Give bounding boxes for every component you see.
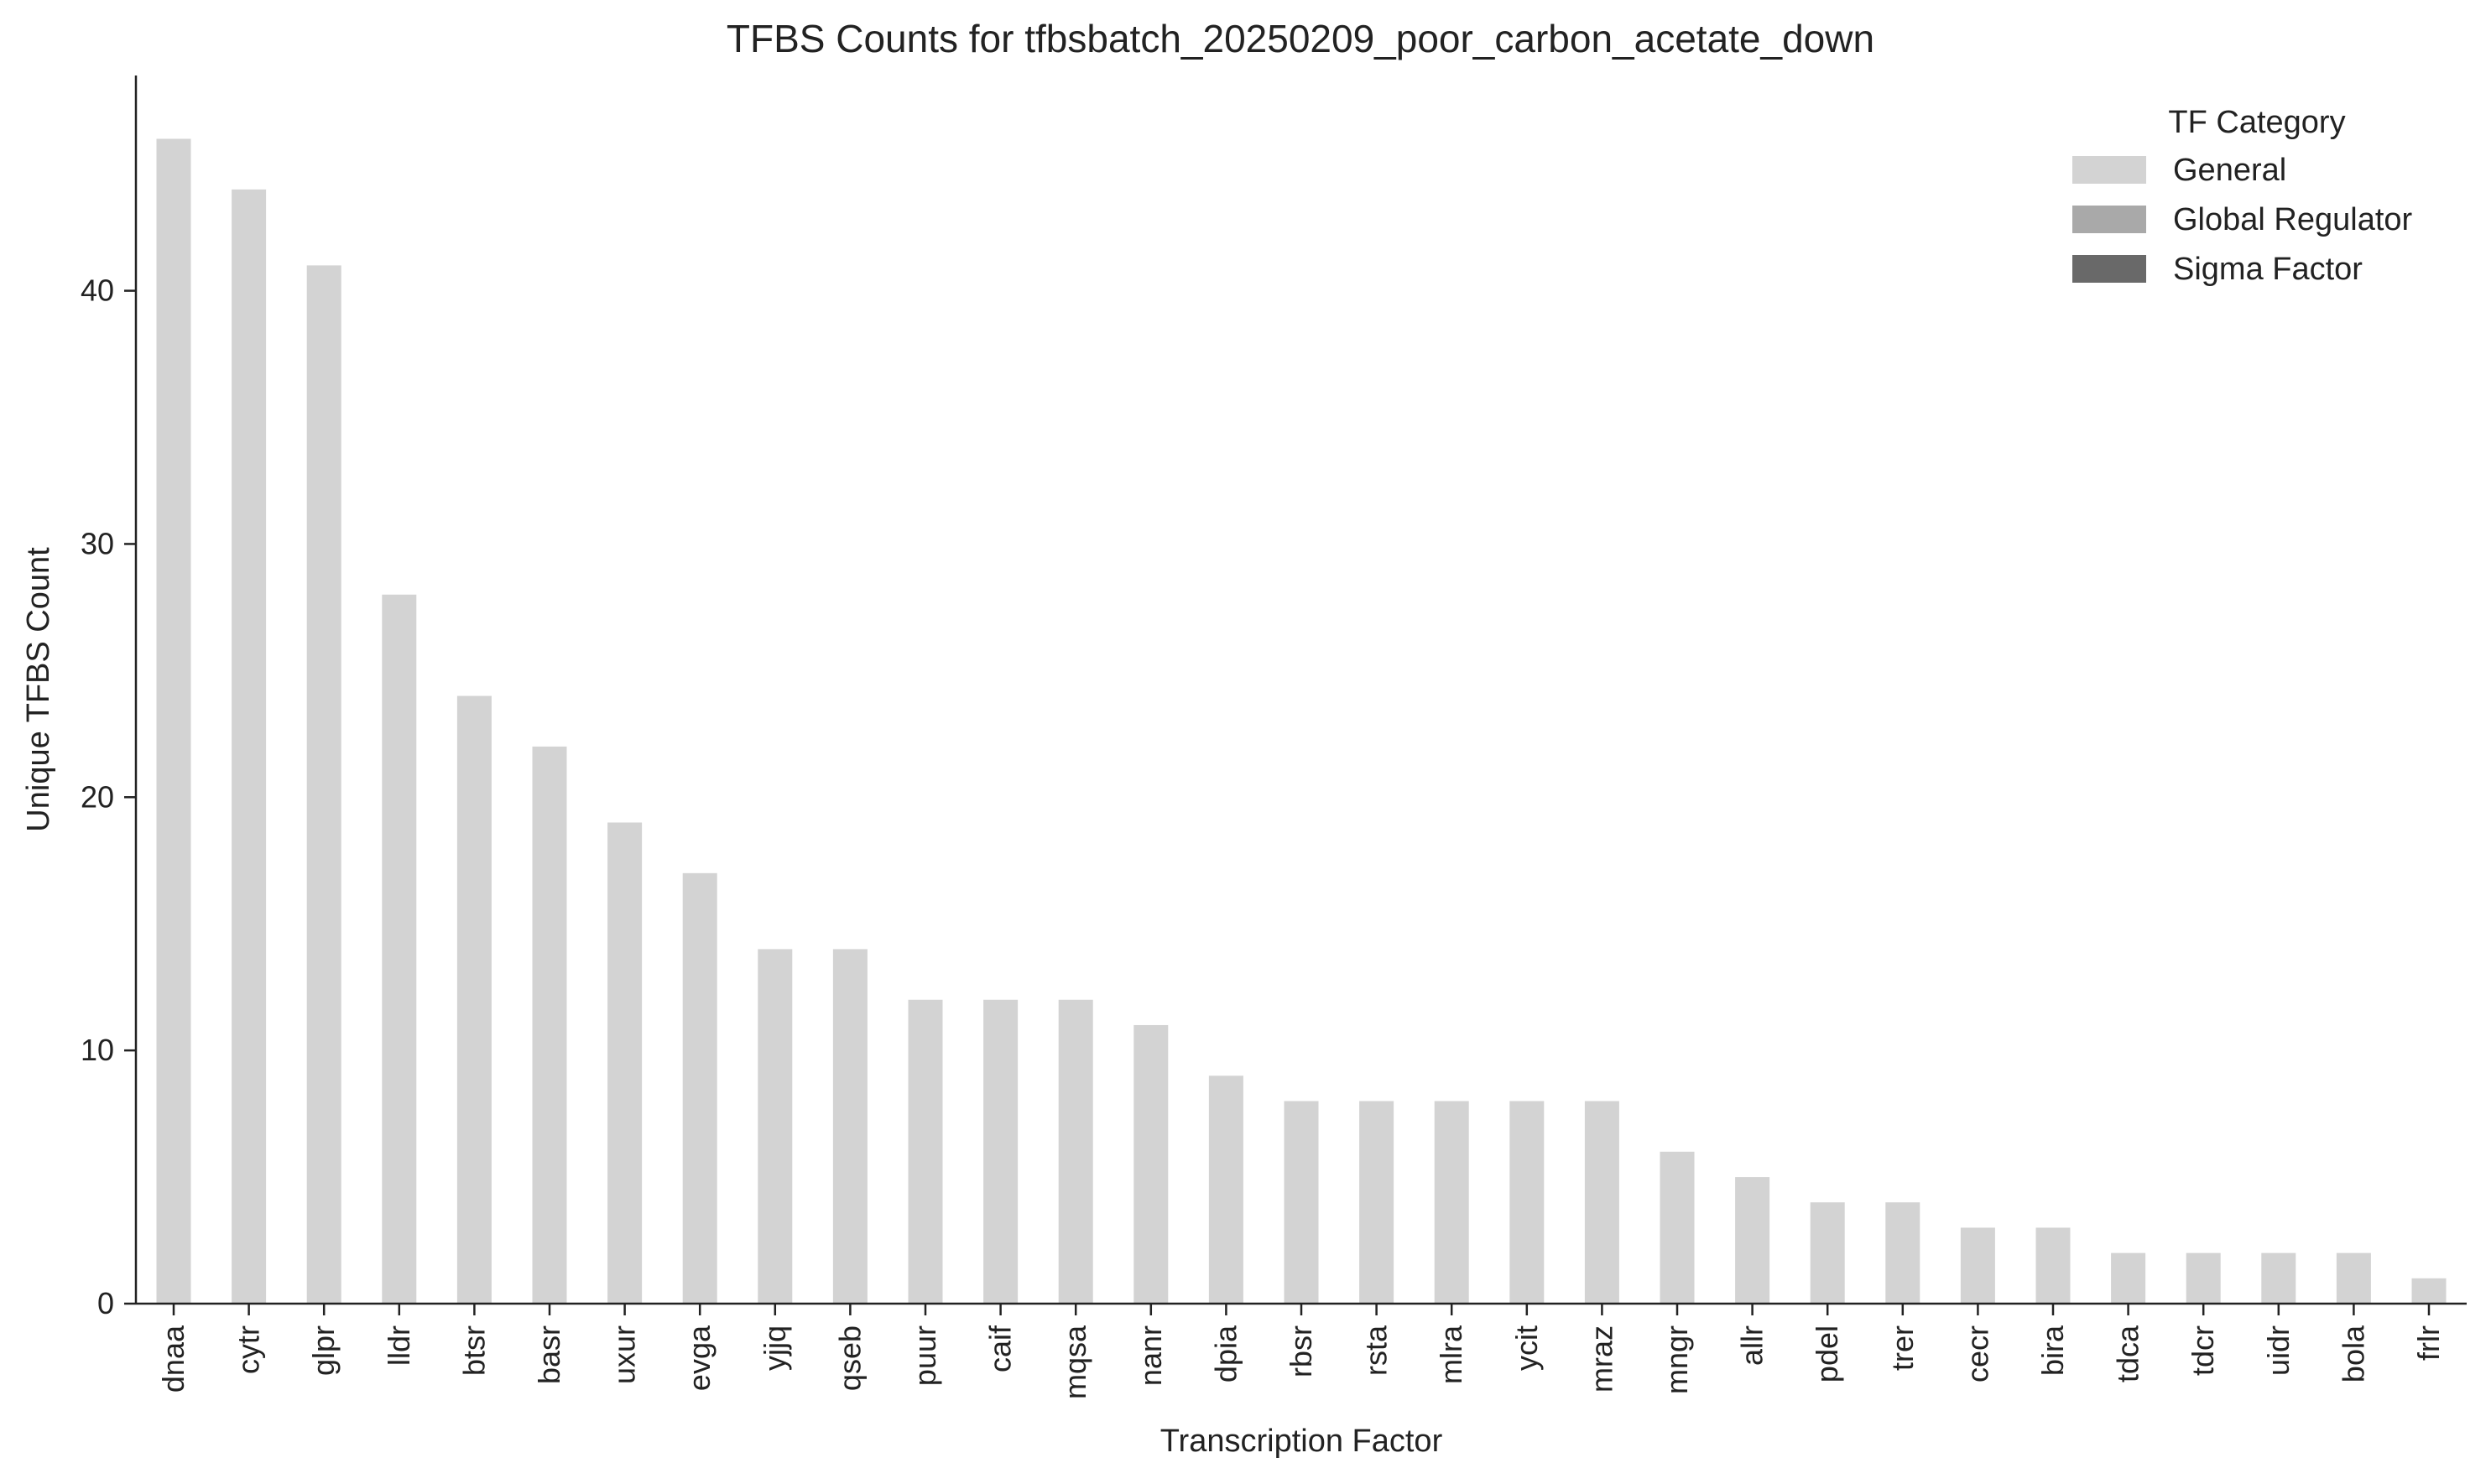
x-tick-label-dpia: dpia [1208,1325,1243,1382]
bar-mngr [1660,1151,1695,1304]
bar-qseb [832,949,868,1304]
x-tick-label-nanr: nanr [1133,1325,1168,1386]
x-tick-label-bira: bira [2035,1325,2070,1376]
bar-lldr [382,594,417,1304]
bar-btsr [456,695,492,1304]
x-tick-label-rbsr: rbsr [1284,1325,1318,1377]
y-tick-label: 40 [81,273,114,308]
y-axis-title: Unique TFBS Count [21,547,56,832]
y-tick-label: 20 [81,779,114,814]
x-tick-label-qseb: qseb [832,1325,867,1391]
x-tick-label-rsta: rsta [1359,1325,1394,1376]
plot-area: 0 10 20 30 40 dnaa cytr glpr lldr btsr basr uxur evg… [81,138,2447,1399]
x-tick-label-caif: caif [983,1325,1018,1372]
x-tick-label-mraz: mraz [1584,1325,1618,1393]
x-tick-label-frlr: frlr [2411,1325,2446,1361]
legend: TF Category General Global Regulator Sigma… [2072,105,2413,287]
bar-nanr [1133,1024,1169,1304]
bar-allr [1735,1177,1770,1304]
y-tick-label: 30 [81,526,114,560]
x-tick-label-tdcr: tdcr [2186,1325,2220,1376]
bar-puur [908,999,943,1304]
x-tick-label-basr: basr [532,1325,566,1384]
bar-yjjq [758,949,793,1304]
legend-label-global-regulator: Global Regulator [2173,202,2413,237]
bar-evga [682,872,717,1304]
bar-bola [2336,1252,2371,1304]
bar-mraz [1584,1101,1619,1304]
x-axis-title: Transcription Factor [1160,1424,1443,1459]
x-tick-label-allr: allr [1735,1325,1769,1366]
bar-mqsa [1058,999,1093,1304]
bar-cytr [232,189,267,1304]
bar-uxur [607,822,643,1304]
bar-uidr [2261,1252,2296,1304]
x-tick-label-cecr: cecr [1960,1325,1994,1382]
x-tick-label-mqsa: mqsa [1058,1325,1092,1399]
bar-dnaa [156,138,191,1304]
x-tick-label-pdel: pdel [1810,1325,1844,1382]
x-tick-label-tdca: tdca [2111,1325,2145,1382]
legend-title: TF Category [2168,105,2345,140]
x-tick-label-evga: evga [682,1325,717,1391]
x-tick-label-dnaa: dnaa [156,1325,190,1393]
x-tick-label-mngr: mngr [1660,1325,1694,1394]
x-tick-label-puur: puur [908,1325,942,1386]
x-tick-label-glpr: glpr [306,1325,341,1376]
bar-cecr [1960,1227,1995,1304]
bar-mlra [1434,1101,1469,1304]
bar-glpr [306,265,341,1304]
y-tick-label: 0 [97,1286,114,1320]
x-tick-label-bola: bola [2336,1325,2370,1382]
bar-tdcr [2186,1252,2221,1304]
bar-frlr [2411,1278,2447,1304]
legend-swatch-sigma-factor [2072,255,2146,283]
legend-swatch-global-regulator [2072,206,2146,233]
bar-ycit [1509,1101,1545,1304]
x-tick-label-trer: trer [1885,1325,1920,1371]
y-tick-label: 10 [81,1033,114,1067]
x-tick-label-ycit: ycit [1509,1325,1544,1371]
x-tick-label-lldr: lldr [382,1325,416,1366]
bar-basr [532,746,567,1304]
bar-dpia [1208,1075,1243,1304]
chart-title: TFBS Counts for tfbsbatch_20250209_poor_… [727,17,1874,60]
bar-pdel [1810,1202,1845,1304]
legend-swatch-general [2072,156,2146,184]
legend-label-sigma-factor: Sigma Factor [2173,252,2363,287]
bar-rbsr [1284,1101,1319,1304]
x-tick-label-btsr: btsr [456,1325,491,1376]
bar-tdca [2111,1252,2146,1304]
x-tick-label-uxur: uxur [607,1325,642,1384]
legend-label-general: General [2173,153,2286,188]
x-tick-label-yjjq: yjjq [758,1325,792,1371]
bar-bira [2035,1227,2071,1304]
x-tick-label-cytr: cytr [232,1325,266,1374]
bar-rsta [1359,1101,1394,1304]
bar-caif [983,999,1019,1304]
x-tick-label-uidr: uidr [2261,1325,2296,1376]
x-tick-label-mlra: mlra [1434,1325,1468,1384]
bar-trer [1885,1202,1920,1304]
